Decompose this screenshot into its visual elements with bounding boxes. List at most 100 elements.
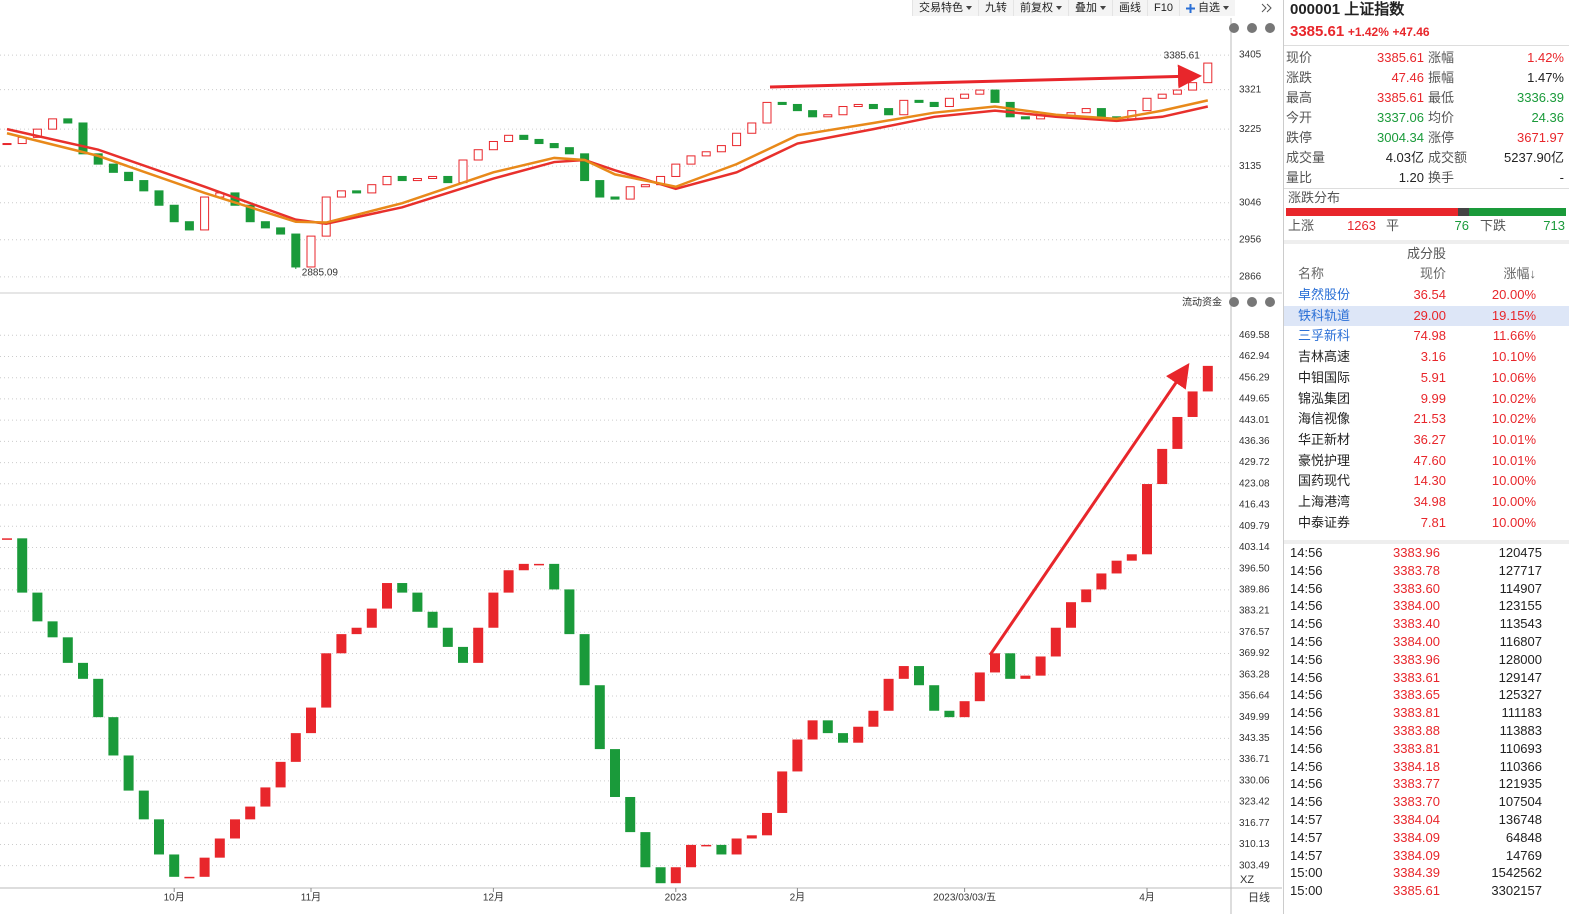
stock-row[interactable]: 三孚新科 74.98 11.66%	[1284, 326, 1569, 346]
stock-row[interactable]: 中钼国际 5.91 10.06%	[1284, 368, 1569, 388]
y-tick-label: 429.72	[1239, 457, 1270, 468]
y-tick-label: 2956	[1239, 234, 1262, 245]
brick	[670, 867, 681, 884]
stock-name: 上海港湾	[1298, 494, 1351, 509]
candle	[291, 233, 301, 268]
candle	[382, 175, 392, 186]
brick	[1142, 484, 1152, 555]
toolbar-button[interactable]: 前复权	[1013, 0, 1068, 16]
brick	[230, 819, 240, 839]
brick	[564, 589, 575, 635]
tick-volume: 123155	[1498, 598, 1542, 614]
candle	[701, 151, 711, 157]
constituents-title: 成分股	[1406, 246, 1446, 261]
stock-row[interactable]: 上海港湾 34.98 10.00%	[1284, 492, 1569, 512]
price: 3385.61	[1290, 23, 1345, 40]
y-tick-label: 423.08	[1239, 478, 1270, 489]
tick-volume: 107504	[1498, 794, 1542, 810]
stock-name: 中泰证券	[1298, 514, 1351, 530]
tick-time: 14:56	[1290, 776, 1323, 792]
brick	[686, 844, 696, 868]
brick	[1111, 560, 1122, 574]
toolbar-button[interactable]: 叠加	[1068, 0, 1112, 16]
tick-price: 3383.96	[1393, 545, 1440, 560]
stock-row[interactable]: 豪悦护理 47.60 10.01%	[1284, 451, 1569, 471]
help-icon[interactable]	[1247, 23, 1257, 33]
tick-time: 14:56	[1290, 705, 1323, 721]
tick-time: 14:56	[1290, 758, 1323, 774]
candle	[686, 155, 696, 165]
stock-change: 10.02%	[1491, 411, 1536, 427]
breadth-segment	[1458, 208, 1469, 216]
stock-row[interactable]: 华正新材 36.27 10.01%	[1284, 430, 1569, 450]
stock-price: 36.54	[1413, 287, 1446, 302]
candle	[580, 153, 590, 182]
candle	[458, 159, 468, 184]
stock-name: 吉林高速	[1298, 349, 1351, 365]
candle	[336, 190, 346, 198]
x-tick-label: 10月	[164, 892, 185, 904]
tick-row: 14:56 3383.77 121935	[1284, 775, 1569, 793]
tick-row: 14:56 3383.65 125327	[1284, 686, 1569, 704]
tick-row: 14:56 3383.60 114907	[1284, 580, 1569, 598]
stat-value: 3385.61	[1377, 90, 1424, 105]
trend-arrow	[769, 64, 1202, 89]
brick	[138, 790, 149, 820]
toolbar-button[interactable]: 画线	[1112, 0, 1147, 16]
tick-price: 3383.77	[1393, 776, 1440, 792]
brick	[883, 678, 894, 711]
close-icon[interactable]	[1265, 297, 1275, 307]
stock-row[interactable]: 中泰证券 7.81 10.00%	[1284, 513, 1569, 533]
tick-price: 3383.40	[1393, 616, 1440, 632]
candle	[610, 196, 620, 200]
candle	[321, 196, 331, 237]
y-tick-label: 323.42	[1239, 797, 1270, 808]
toolbar-button[interactable]: 交易特色	[912, 0, 978, 16]
y-tick-label: 3405	[1239, 50, 1262, 61]
breadth-row: 上涨 1263 平 76 下跌 713	[1284, 216, 1569, 236]
stock-row[interactable]: 卓然股份 36.54 20.00%	[1284, 285, 1569, 305]
close-icon[interactable]	[1265, 23, 1275, 33]
tick-row: 14:56 3383.96 120475	[1284, 544, 1569, 562]
candle	[549, 143, 559, 149]
stock-name: 国药现代	[1298, 473, 1351, 489]
candle	[78, 122, 88, 155]
index-name: 上证指数	[1344, 1, 1405, 18]
stock-row[interactable]: 国药现代 14.30 10.00%	[1284, 471, 1569, 491]
stock-row[interactable]: 吉林高速 3.16 10.10%	[1284, 347, 1569, 367]
tick-price: 3383.81	[1393, 740, 1440, 756]
stock-price: 74.98	[1413, 328, 1446, 344]
stock-row[interactable]: 锦泓集团 9.99 10.02%	[1284, 389, 1569, 409]
brick	[518, 563, 529, 571]
settings-icon[interactable]	[1229, 23, 1239, 33]
brick	[746, 835, 757, 839]
help-icon[interactable]	[1247, 297, 1257, 307]
stock-change: 11.66%	[1492, 328, 1536, 344]
brick	[488, 592, 499, 628]
brick	[974, 672, 985, 702]
brick	[47, 621, 58, 638]
candle	[443, 175, 453, 184]
header[interactable]: 涨幅↓	[1503, 266, 1536, 281]
stock-row[interactable]: 铁科轨道 29.00 19.15%	[1284, 305, 1569, 326]
brick	[184, 876, 195, 879]
toolbar-button[interactable]: 自选	[1178, 0, 1235, 16]
brick	[594, 685, 605, 750]
stock-name: 海信视像	[1298, 411, 1351, 427]
candle	[93, 153, 103, 165]
candle	[306, 235, 316, 268]
stock-row[interactable]: 海信视像 21.53 10.02%	[1284, 409, 1569, 429]
tick-time: 14:56	[1290, 616, 1323, 632]
stat-row: 跌停 3004.34 涨停 3671.97	[1284, 128, 1569, 148]
label: 平	[1386, 218, 1400, 233]
stock-name: 豪悦护理	[1298, 452, 1351, 468]
low-label: 2885.09	[302, 268, 339, 279]
toolbar-button[interactable]: F10	[1147, 0, 1179, 16]
y-tick-label: 336.71	[1239, 754, 1270, 765]
settings-icon[interactable]	[1229, 297, 1239, 307]
toolbar-button[interactable]: 九转	[978, 0, 1013, 16]
x-tick-label: 2月	[790, 892, 806, 904]
expand-icon[interactable]	[1258, 0, 1278, 16]
brick	[807, 720, 818, 740]
